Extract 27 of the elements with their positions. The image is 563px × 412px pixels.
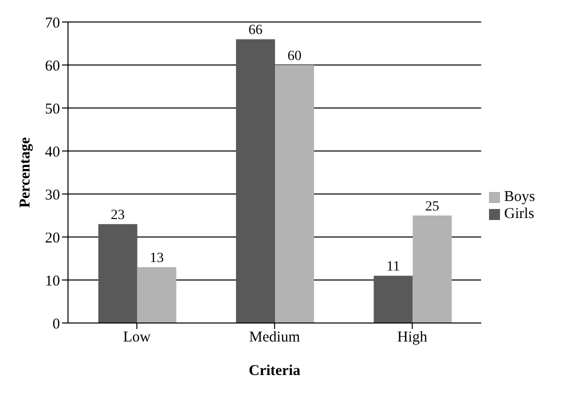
y-axis-title: Percentage [17,136,34,208]
bar [98,224,138,323]
bar [412,216,452,323]
data-label: 13 [150,251,164,266]
y-tick-label: 30 [45,187,60,204]
data-label: 11 [386,260,400,275]
x-tick-label: High [397,330,428,346]
y-tick-label: 0 [52,316,60,332]
y-tick-label: 70 [45,15,60,32]
data-label: 23 [110,208,125,224]
x-tick-label: Low [123,330,151,346]
y-tick-label: 10 [45,273,60,290]
x-axis-title: Criteria [248,363,301,379]
bar [374,276,413,323]
bar [236,39,276,323]
y-tick-label: 60 [45,58,60,74]
y-tick-label: 50 [45,101,60,118]
data-label: 60 [288,49,302,64]
x-tick-label: Medium [249,330,300,346]
data-label: 25 [425,200,440,214]
y-tick-label: 40 [45,144,60,160]
y-tick-label: 20 [45,230,60,246]
bar [275,65,314,323]
bar [137,267,176,323]
data-label: 66 [248,23,263,38]
legend-label: Boys [504,188,535,204]
legend-label: Girls [504,206,534,222]
